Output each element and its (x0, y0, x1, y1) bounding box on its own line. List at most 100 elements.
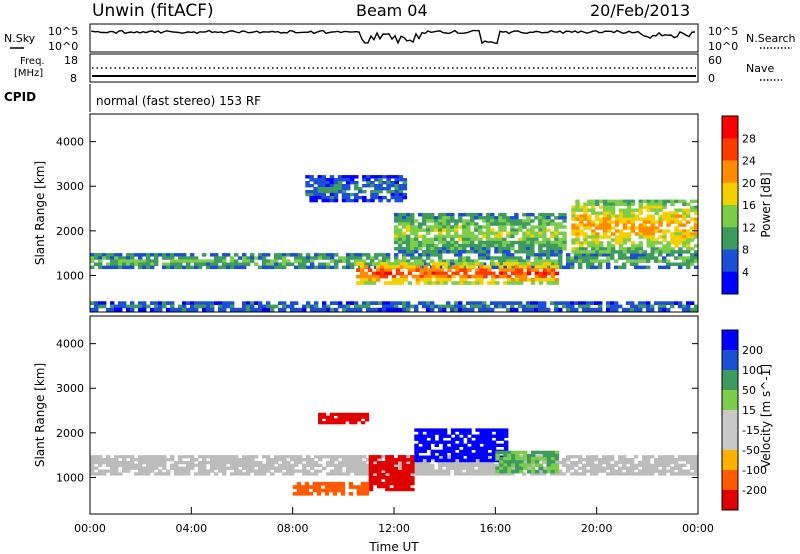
velocity-cell-1 (385, 467, 390, 471)
power-cell-3 (478, 243, 483, 248)
colorbar-tick-label: 15 (742, 404, 756, 417)
velocity-cell-0 (366, 463, 371, 467)
velocity-cell-2 (308, 485, 314, 489)
velocity-cell-0 (358, 463, 363, 467)
velocity-cell-3 (475, 434, 480, 438)
power-cell-4 (638, 229, 643, 233)
velocity-cell-1 (401, 478, 407, 483)
velocity-cell-0 (486, 469, 491, 473)
velocity-cell-0 (290, 458, 295, 462)
power-cell-2 (542, 262, 548, 266)
velocity-cell-3 (483, 446, 488, 450)
power-cell-5 (150, 307, 155, 312)
power-cell-4 (630, 244, 636, 248)
x-tick-label: 16:00 (479, 522, 511, 535)
velocity-cell-0 (418, 472, 423, 476)
power-cell-5 (334, 307, 339, 312)
power-cell-5 (290, 304, 295, 309)
velocity-cell-3 (446, 434, 452, 438)
power-cell-5 (130, 307, 135, 312)
velocity-cell-0 (230, 460, 235, 465)
velocity-cell-2 (328, 485, 334, 489)
power-cell-0 (694, 259, 699, 263)
power-cell-3 (422, 213, 427, 217)
power-cell-3 (550, 231, 555, 235)
power-cell-5 (430, 307, 435, 312)
power-cell-3 (538, 222, 543, 226)
power-cell-0 (542, 259, 547, 263)
velocity-cell-0 (262, 472, 267, 476)
power-cell-5 (314, 304, 319, 309)
velocity-cell-0 (594, 455, 599, 459)
power-cell-1 (309, 178, 314, 182)
power-cell-3 (506, 247, 511, 251)
power-cell-2 (518, 271, 524, 276)
power-cell-0 (566, 256, 571, 260)
power-cell-0 (326, 256, 331, 260)
velocity-cell-4 (546, 466, 552, 471)
power-cell-4 (662, 199, 667, 203)
power-cell-0 (610, 256, 615, 260)
power-cell-0 (678, 265, 683, 270)
velocity-cell-1 (393, 467, 398, 471)
power-cell-3 (510, 228, 515, 232)
velocity-cell-2 (300, 491, 306, 496)
power-cell-2 (391, 265, 397, 269)
velocity-cell-0 (442, 472, 447, 476)
power-cell-5 (454, 304, 459, 309)
power-cell-4 (682, 202, 687, 206)
power-cell-3 (526, 213, 531, 217)
power-cell-2 (419, 271, 424, 276)
power-cell-3 (486, 228, 491, 232)
velocity-cell-3 (463, 446, 468, 450)
velocity-cell-0 (650, 472, 655, 476)
power-cell-4 (674, 211, 679, 215)
power-cell-5 (506, 301, 511, 305)
power-cell-2 (379, 262, 385, 266)
power-cell-5 (562, 304, 567, 309)
power-cell-0 (274, 265, 279, 270)
power-cell-0 (386, 253, 391, 257)
velocity-cell-0 (574, 463, 579, 467)
power-cell-1 (337, 190, 343, 194)
power-cell-0 (282, 265, 287, 270)
power-cell-3 (454, 225, 459, 229)
velocity-cell-0 (474, 472, 479, 476)
velocity-cell-0 (130, 460, 135, 465)
power-cell-3 (394, 219, 399, 223)
power-cell-4 (583, 205, 588, 209)
power-cell-4 (650, 235, 655, 239)
power-cell-3 (442, 237, 447, 242)
power-cell-0 (674, 262, 679, 266)
velocity-cell-5 (329, 415, 334, 419)
velocity-cell-3 (483, 428, 488, 432)
velocity-cell-0 (582, 458, 587, 462)
power-cell-4 (666, 250, 671, 254)
velocity-cell-0 (606, 460, 611, 465)
velocity-cell-3 (414, 455, 419, 460)
power-cell-0 (642, 256, 647, 260)
power-cell-4 (682, 238, 687, 242)
power-cell-2 (407, 268, 413, 272)
velocity-cell-0 (426, 472, 431, 476)
power-cell-3 (458, 250, 463, 254)
power-cell-2 (371, 281, 377, 285)
velocity-cell-0 (438, 463, 443, 467)
power-cell-5 (302, 307, 307, 312)
velocity-cell-0 (358, 466, 363, 470)
velocity-cell-0 (114, 460, 119, 465)
colorbar-swatch (722, 271, 738, 295)
power-cell-5 (686, 301, 691, 305)
velocity-cell-3 (495, 443, 501, 447)
power-cell-5 (222, 301, 227, 305)
power-cell-4 (658, 208, 663, 212)
velocity-cell-0 (454, 472, 459, 476)
velocity-cell-5 (349, 421, 354, 425)
power-cell-3 (406, 228, 411, 232)
velocity-cell-3 (475, 428, 480, 432)
velocity-cell-0 (690, 458, 695, 462)
power-cell-0 (306, 265, 311, 270)
power-cell-4 (571, 217, 576, 221)
power-cell-0 (578, 256, 583, 260)
